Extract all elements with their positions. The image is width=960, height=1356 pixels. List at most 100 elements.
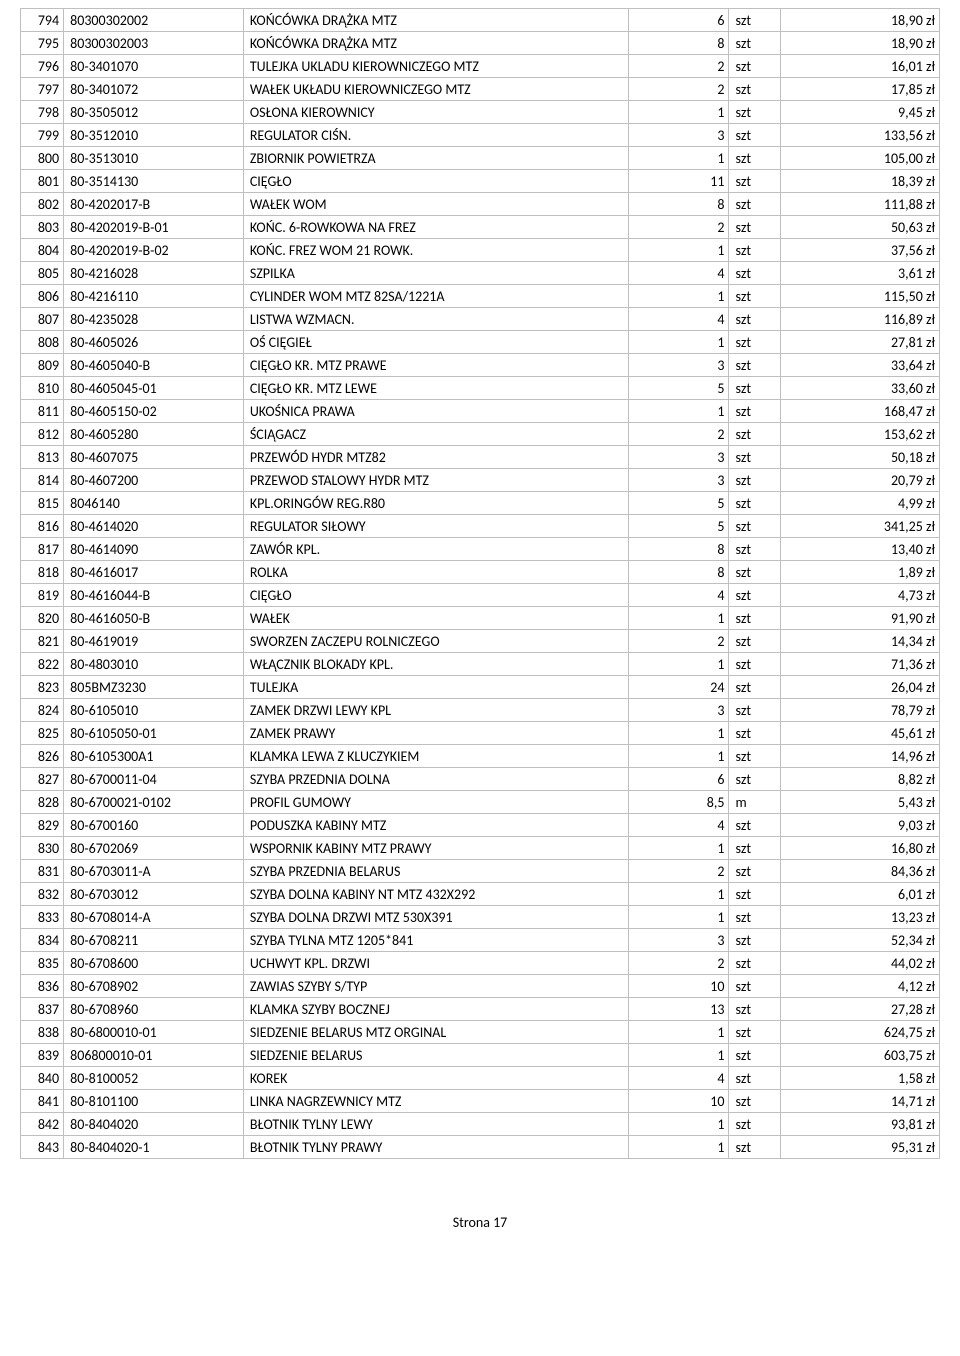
part-description: SZYBA DOLNA KABINY NT MTZ 432X292 [243,883,628,906]
price: 14,34 zł [780,630,939,653]
table-row: 82780-6700011-04SZYBA PRZEDNIA DOLNA6szt… [21,768,940,791]
part-code: 80-4616017 [64,561,244,584]
part-code: 80-6708014-A [64,906,244,929]
price: 50,63 zł [780,216,939,239]
unit: szt [729,814,780,837]
quantity: 1 [628,722,729,745]
price: 3,61 zł [780,262,939,285]
part-code: 805BMZ3230 [64,676,244,699]
unit: szt [729,193,780,216]
row-number: 842 [21,1113,64,1136]
table-row: 81380-4607075PRZEWÓD HYDR MTZ823szt50,18… [21,446,940,469]
part-code: 80-4605026 [64,331,244,354]
part-code: 80-8404020 [64,1113,244,1136]
price: 52,34 zł [780,929,939,952]
unit: szt [729,101,780,124]
part-description: WAŁEK [243,607,628,630]
unit: szt [729,55,780,78]
quantity: 2 [628,630,729,653]
part-code: 80-4605280 [64,423,244,446]
quantity: 1 [628,745,729,768]
row-number: 830 [21,837,64,860]
quantity: 1 [628,883,729,906]
part-description: ZAWÓR KPL. [243,538,628,561]
quantity: 3 [628,354,729,377]
quantity: 8 [628,32,729,55]
part-description: WAŁEK UKŁADU KIEROWNICZEGO MTZ [243,78,628,101]
table-row: 83780-6708960KLAMKA SZYBY BOCZNEJ13szt27… [21,998,940,1021]
part-code: 80-4216028 [64,262,244,285]
table-row: 81980-4616044-BCIĘGŁO4szt4,73 zł [21,584,940,607]
row-number: 831 [21,860,64,883]
row-number: 799 [21,124,64,147]
quantity: 8 [628,538,729,561]
price: 9,45 zł [780,101,939,124]
unit: szt [729,377,780,400]
quantity: 1 [628,239,729,262]
price: 27,81 zł [780,331,939,354]
part-code: 80-6703011-A [64,860,244,883]
part-description: TULEJKA [243,676,628,699]
unit: szt [729,515,780,538]
row-number: 818 [21,561,64,584]
row-number: 814 [21,469,64,492]
page-footer: Strona 17 [20,1214,940,1231]
unit: szt [729,676,780,699]
part-code: 80-4605150-02 [64,400,244,423]
unit: szt [729,147,780,170]
table-row: 82180-4619019SWORZEN ZACZEPU ROLNICZEGO2… [21,630,940,653]
quantity: 1 [628,607,729,630]
row-number: 804 [21,239,64,262]
table-row: 83380-6708014-ASZYBA DOLNA DRZWI MTZ 530… [21,906,940,929]
quantity: 1 [628,147,729,170]
quantity: 1 [628,400,729,423]
unit: szt [729,285,780,308]
price: 5,43 zł [780,791,939,814]
part-code: 80-4216110 [64,285,244,308]
unit: szt [729,170,780,193]
unit: szt [729,308,780,331]
part-code: 80-6700160 [64,814,244,837]
part-code: 80-6105050-01 [64,722,244,745]
price: 71,36 zł [780,653,939,676]
quantity: 3 [628,446,729,469]
price: 18,90 zł [780,32,939,55]
row-number: 834 [21,929,64,952]
row-number: 798 [21,101,64,124]
part-description: SZYBA DOLNA DRZWI MTZ 530X391 [243,906,628,929]
part-description: UCHWYT KPL. DRZWI [243,952,628,975]
part-description: OŚ CIĘGIEŁ [243,331,628,354]
row-number: 839 [21,1044,64,1067]
table-row: 81780-4614090ZAWÓR KPL.8szt13,40 zł [21,538,940,561]
price: 33,64 zł [780,354,939,377]
quantity: 1 [628,1021,729,1044]
price: 14,96 zł [780,745,939,768]
row-number: 808 [21,331,64,354]
price: 8,82 zł [780,768,939,791]
part-code: 80-4202019-B-01 [64,216,244,239]
part-description: REGULATOR CIŚN. [243,124,628,147]
quantity: 8 [628,561,729,584]
row-number: 825 [21,722,64,745]
price: 111,88 zł [780,193,939,216]
quantity: 13 [628,998,729,1021]
unit: m [729,791,780,814]
row-number: 840 [21,1067,64,1090]
part-code: 80-4235028 [64,308,244,331]
part-description: SZPILKA [243,262,628,285]
row-number: 805 [21,262,64,285]
quantity: 1 [628,1113,729,1136]
price: 6,01 zł [780,883,939,906]
part-code: 80-6702069 [64,837,244,860]
price: 45,61 zł [780,722,939,745]
table-row: 81280-4605280ŚCIĄGACZ2szt153,62 zł [21,423,940,446]
quantity: 3 [628,929,729,952]
row-number: 838 [21,1021,64,1044]
unit: szt [729,331,780,354]
table-row: 83680-6708902ZAWIAS SZYBY S/TYP10szt4,12… [21,975,940,998]
part-description: SIEDZENIE BELARUS MTZ ORGINAL [243,1021,628,1044]
quantity: 10 [628,975,729,998]
part-description: CIĘGŁO KR. MTZ PRAWE [243,354,628,377]
table-row: 82980-6700160PODUSZKA KABINY MTZ4szt9,03… [21,814,940,837]
price: 26,04 zł [780,676,939,699]
